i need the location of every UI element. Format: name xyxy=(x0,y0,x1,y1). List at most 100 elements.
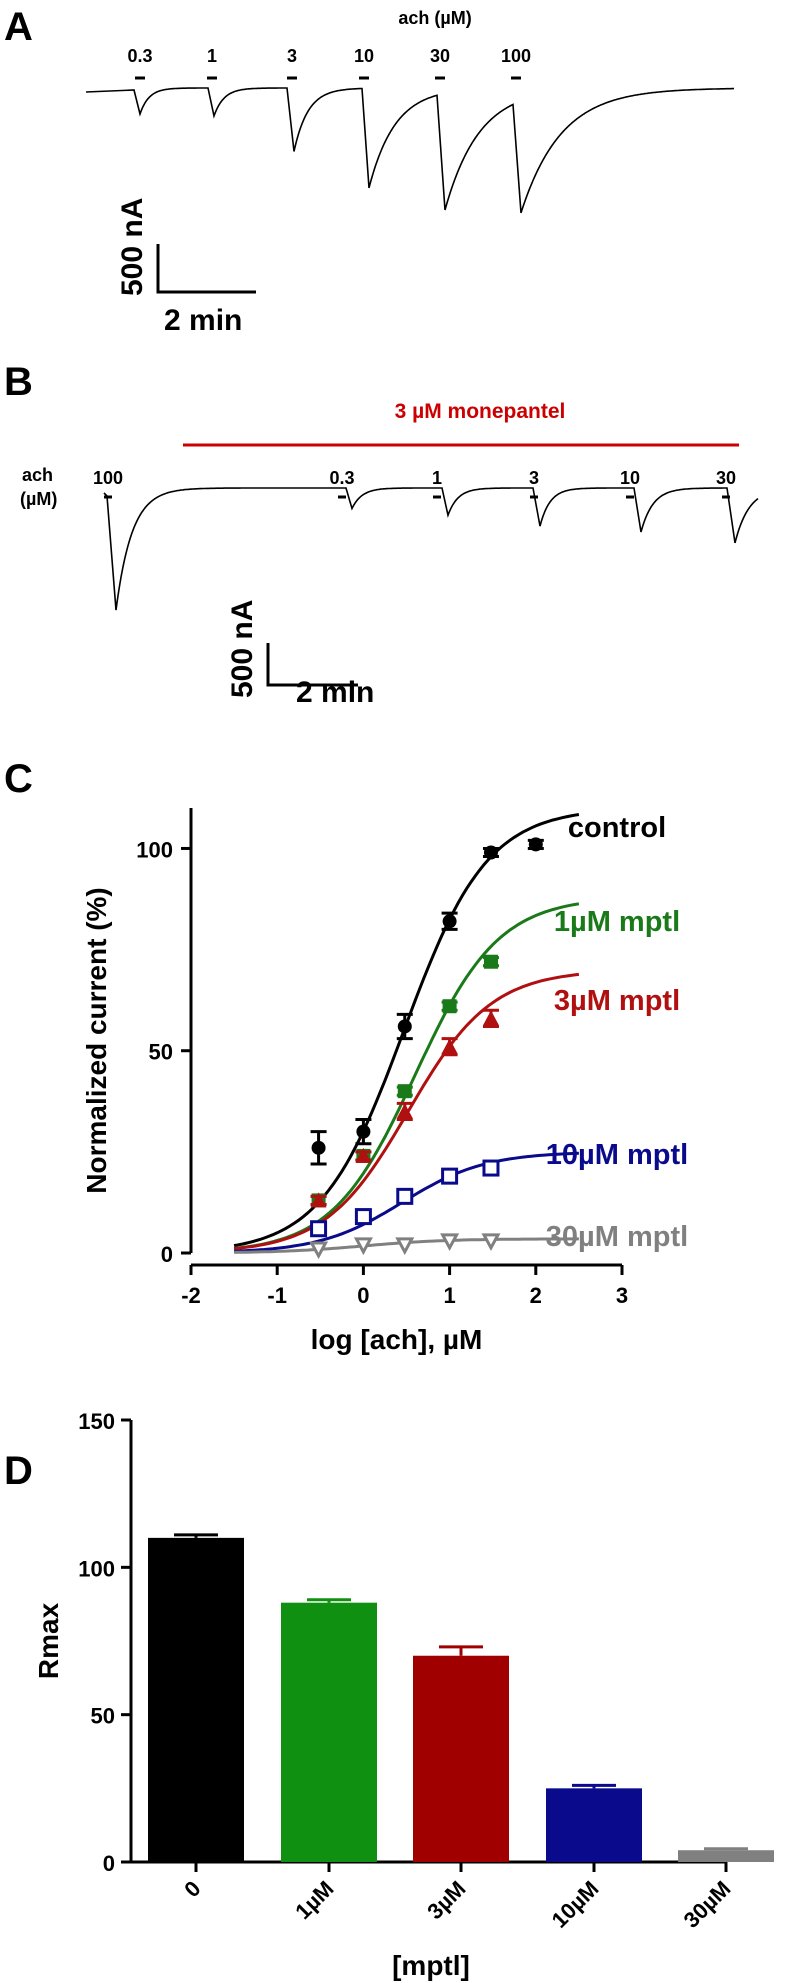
panel-c-data-point xyxy=(482,1159,500,1177)
panel-c-y-axis-title: Normalized current (%) xyxy=(81,887,112,1194)
panel-b-conc-label: 100 xyxy=(93,468,123,488)
panel-c-legend-label: 30µM mptl xyxy=(546,1221,688,1253)
panel-a-scalebar-lines xyxy=(156,244,256,294)
panel-d-bar xyxy=(281,1602,377,1862)
panel-b-scalebar: 500 nA 2 min xyxy=(226,600,374,709)
panel-d-error-bar xyxy=(704,1847,748,1851)
panel-c-x-tick-label: 3 xyxy=(616,1283,628,1308)
panel-c-x-tick-label: 0 xyxy=(357,1283,369,1308)
panel-d-y-tick-label: 50 xyxy=(91,1704,115,1729)
panel-b-conc-label: 10 xyxy=(620,468,640,488)
panel-d-y-axis-title: Rmax xyxy=(33,1602,64,1679)
panel-b-ach-label-1: ach xyxy=(22,465,53,485)
panel-c-x-tick-label: -2 xyxy=(181,1283,201,1308)
panel-c-data-point xyxy=(441,1167,459,1185)
panel-c-data-point xyxy=(441,1038,458,1054)
panel-d-bar xyxy=(678,1850,774,1862)
panel-b-conc-labels: 100 0.3 1 3 10 30 xyxy=(93,468,736,499)
panel-a-letter: A xyxy=(4,5,33,49)
panel-c-data-point xyxy=(355,1147,372,1163)
panel-b-letter: B xyxy=(4,360,33,404)
panel-c-chart: 0 50 100 -2 -1 0 1 2 3 log [ach], µM Normalized cu… xyxy=(81,808,688,1355)
panel-b-conc-label: 30 xyxy=(716,468,736,488)
panel-c-legend-label: control xyxy=(568,812,666,844)
panel-d-chart: 0 50 100 150 Rmax 0 1µM 3µM 10µM 30µM [mptl] xyxy=(33,1409,774,1981)
panel-b-scale-time: 2 min xyxy=(296,676,374,709)
panel-c-data-point xyxy=(354,1208,372,1226)
panel-b-trace-line xyxy=(103,487,759,611)
panel-c-x-tick-label: 2 xyxy=(530,1283,542,1308)
panel-c-data-point xyxy=(397,1019,412,1034)
panel-d-x-axis-title: [mptl] xyxy=(392,1950,470,1981)
panel-b-scale-current: 500 nA xyxy=(226,600,259,698)
panel-c-data-point xyxy=(395,1237,415,1256)
panel-c-data-point xyxy=(397,1084,412,1099)
panel-d-x-tick-label: 10µM xyxy=(547,1876,604,1933)
panel-d-x-tick-label: 30µM xyxy=(679,1876,736,1933)
panel-c-series: 3µM mptl xyxy=(233,972,680,1251)
panel-c-y-tick-label: 100 xyxy=(136,837,173,862)
panel-b-scalebar-lines xyxy=(266,643,358,687)
panel-d-bar xyxy=(148,1537,244,1862)
panel-d-y-tick-label: 0 xyxy=(103,1851,115,1876)
panel-c-x-tick-label: 1 xyxy=(443,1283,455,1308)
panel-c-data-point xyxy=(440,1233,460,1252)
panel-a-conc-label: 1 xyxy=(207,46,217,66)
panel-d-error-bar xyxy=(572,1783,616,1789)
panel-c-data-point xyxy=(483,845,498,860)
panel-d-error-bar xyxy=(174,1533,218,1538)
panel-c-data-point xyxy=(353,1237,373,1256)
panel-c-data-point xyxy=(310,1192,327,1208)
panel-c-data-point xyxy=(442,999,457,1014)
panel-c-x-axis-title: log [ach], µM xyxy=(311,1324,483,1355)
panel-c-data-point xyxy=(310,1220,328,1238)
panel-c-data-point xyxy=(481,1233,501,1252)
panel-a-title: ach (µM) xyxy=(398,8,471,28)
panel-c-letter: C xyxy=(4,757,33,801)
panel-a-scale-time: 2 min xyxy=(164,304,242,337)
panel-d-x-tick-label: 3µM xyxy=(422,1876,470,1924)
panel-a-conc-label: 30 xyxy=(430,46,450,66)
panel-c-data-point xyxy=(396,1103,413,1119)
panel-a-conc-label: 10 xyxy=(354,46,374,66)
panel-a-scalebar: 500 nA 2 min xyxy=(116,198,256,337)
panel-d-y-tick-label: 100 xyxy=(78,1556,115,1581)
panel-c-data-point xyxy=(396,1187,414,1205)
panel-c-series: control xyxy=(233,812,666,1248)
panel-c-data-point xyxy=(528,837,543,852)
panel-a-trace xyxy=(85,87,734,214)
panel-b-drug-label: 3 µM monepantel xyxy=(395,400,566,423)
panel-d-error-bar xyxy=(307,1598,351,1603)
panel-b-ach-label-2: (µM) xyxy=(20,489,57,509)
panel-a-scale-current: 500 nA xyxy=(116,198,149,296)
panel-b-conc-label: 1 xyxy=(432,468,442,488)
panel-c-data-point xyxy=(482,1010,499,1026)
panel-b-conc-label: 3 xyxy=(529,468,539,488)
panel-c-legend-label: 1µM mptl xyxy=(554,906,680,938)
panel-a-conc-label: 0.3 xyxy=(127,46,152,66)
panel-d-error-bar xyxy=(439,1645,483,1656)
panel-d-letter: D xyxy=(4,1449,33,1493)
panel-b-trace xyxy=(103,487,759,611)
panel-c-series: 30µM mptl xyxy=(234,1221,688,1260)
panel-a-conc-labels: 0.3 1 3 10 30 100 xyxy=(127,46,531,80)
panel-d-y-tick-label: 150 xyxy=(78,1409,115,1434)
panel-a-conc-label: 3 xyxy=(287,46,297,66)
panel-c-data-point xyxy=(442,914,457,929)
panel-c-y-tick-label: 0 xyxy=(161,1242,173,1267)
panel-c-data-point xyxy=(309,1241,329,1260)
panel-c-data-point xyxy=(311,1140,326,1155)
panel-d-x-tick-label: 0 xyxy=(179,1876,205,1902)
panel-a-trace-line xyxy=(85,87,734,214)
panel-c-series: 1µM mptl xyxy=(233,902,680,1250)
panel-c-y-tick-label: 50 xyxy=(149,1040,173,1065)
panel-d-bar xyxy=(546,1788,642,1862)
panel-c-data-point xyxy=(356,1124,371,1139)
panel-c-legend-label: 10µM mptl xyxy=(546,1139,688,1171)
panel-c-x-tick-label: -1 xyxy=(267,1283,287,1308)
panel-d-bar xyxy=(413,1655,509,1862)
panel-c-data-point xyxy=(483,954,498,969)
panel-c-legend-label: 3µM mptl xyxy=(554,985,680,1017)
panel-d-x-tick-label: 1µM xyxy=(290,1876,338,1924)
